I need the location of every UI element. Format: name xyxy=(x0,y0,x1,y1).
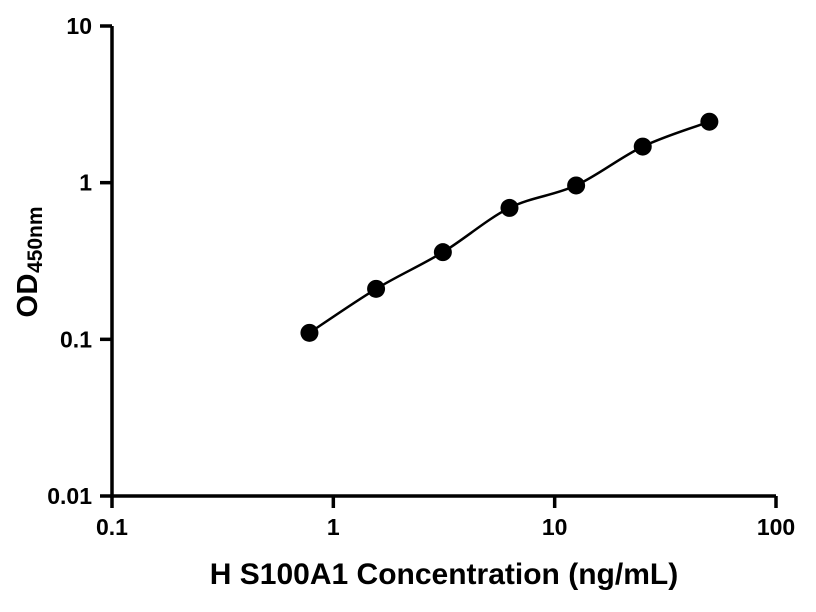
y-axis-title: OD450nm xyxy=(12,206,48,317)
x-tick-label: 100 xyxy=(757,514,795,540)
data-point xyxy=(567,176,586,195)
x-tick-label: 0.1 xyxy=(96,514,128,540)
y-axis-title-subscript: 450nm xyxy=(24,206,47,274)
data-point xyxy=(367,279,386,298)
x-axis-title: H S100A1 Concentration (ng/mL) xyxy=(209,558,679,591)
data-point xyxy=(700,112,719,131)
y-tick-label: 0.01 xyxy=(47,483,92,509)
x-tick-label: 1 xyxy=(327,514,340,540)
standard-curve-line xyxy=(308,120,710,334)
y-axis-title-main: OD xyxy=(12,273,44,318)
y-tick-label: 0.1 xyxy=(60,326,92,352)
y-tick-label: 10 xyxy=(66,13,92,39)
data-point xyxy=(433,243,452,262)
data-point xyxy=(633,137,652,156)
x-tick-label: 10 xyxy=(542,514,568,540)
y-tick-label: 1 xyxy=(79,170,92,196)
data-point xyxy=(500,198,519,217)
data-point xyxy=(300,323,319,342)
